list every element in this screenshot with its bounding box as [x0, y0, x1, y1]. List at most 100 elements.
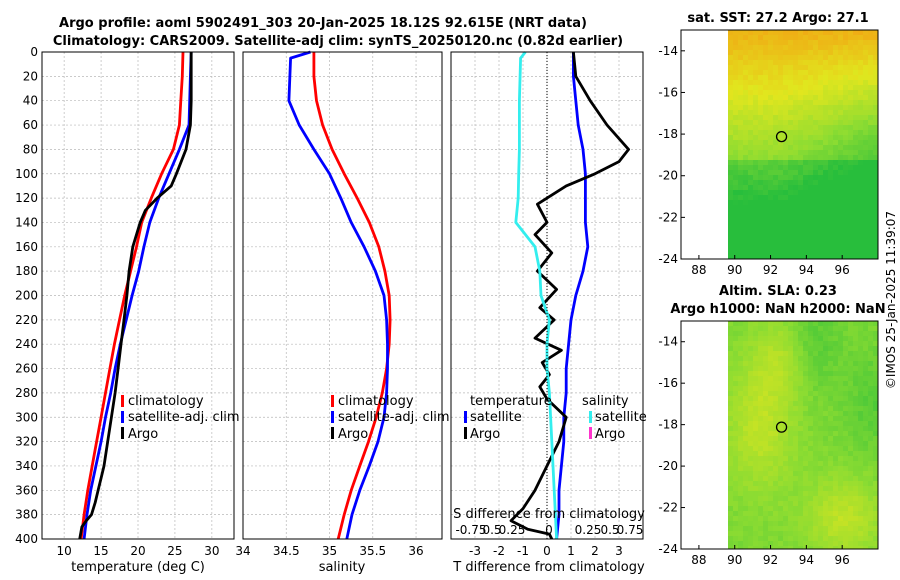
- map-cell: [783, 175, 789, 181]
- map-cell: [823, 361, 829, 367]
- map-cell: [808, 55, 814, 61]
- map-cell: [868, 130, 874, 136]
- map-cell: [848, 245, 854, 251]
- map-cell: [813, 391, 819, 397]
- map-cell: [773, 230, 779, 236]
- map-cell: [818, 431, 824, 437]
- map-cell: [788, 215, 794, 221]
- map-cell: [833, 180, 839, 186]
- temperature-panel: 0204060801001201401601802002202402602803…: [15, 45, 240, 575]
- map-cell: [858, 336, 864, 342]
- map-cell: [808, 491, 814, 497]
- map-cell: [793, 476, 799, 482]
- map-cell: [873, 140, 878, 146]
- map-cell: [748, 391, 754, 397]
- map-cell: [863, 175, 869, 181]
- legend-title-salinity: salinity: [582, 394, 629, 409]
- map-cell: [788, 125, 794, 131]
- map-cell: [793, 376, 799, 382]
- map-cell: [783, 70, 789, 76]
- map-cell: [833, 225, 839, 231]
- map-cell: [733, 105, 739, 111]
- map-cell: [843, 406, 849, 412]
- map-cell: [763, 466, 769, 472]
- map-cell: [748, 95, 754, 101]
- map-cell: [743, 521, 749, 527]
- map-cell: [728, 366, 734, 372]
- map-cell: [858, 526, 864, 532]
- map-cell: [838, 516, 844, 522]
- sla-map-title: Altim. SLA: 0.23: [719, 284, 837, 299]
- map-cell: [758, 476, 764, 482]
- map-cell: [778, 120, 784, 126]
- map-cell: [773, 215, 779, 221]
- map-cell: [858, 220, 864, 226]
- map-cell: [808, 205, 814, 211]
- map-cell: [728, 215, 734, 221]
- map-cell: [748, 200, 754, 206]
- map-cell: [763, 40, 769, 46]
- map-cell: [863, 356, 869, 362]
- map-cell: [783, 371, 789, 377]
- map-cell: [853, 491, 859, 497]
- map-cell: [858, 501, 864, 507]
- map-cell: [798, 75, 804, 81]
- map-cell: [778, 105, 784, 111]
- map-cell: [763, 85, 769, 91]
- map-cell: [833, 406, 839, 412]
- map-cell: [843, 526, 849, 532]
- map-cell: [773, 155, 779, 161]
- map-cell: [738, 496, 744, 502]
- map-cell: [863, 250, 869, 256]
- map-cell: [793, 426, 799, 432]
- map-cell: [728, 341, 734, 347]
- map-cell: [843, 456, 849, 462]
- map-cell: [773, 516, 779, 522]
- map-cell: [803, 386, 809, 392]
- map-cell: [828, 40, 834, 46]
- map-cell: [823, 436, 829, 442]
- map-cell: [848, 366, 854, 372]
- map-cell: [843, 361, 849, 367]
- map-cell: [808, 446, 814, 452]
- map-cell: [828, 90, 834, 96]
- map-cell: [743, 346, 749, 352]
- map-cell: [813, 185, 819, 191]
- map-cell: [853, 55, 859, 61]
- map-cell: [738, 451, 744, 457]
- map-cell: [748, 476, 754, 482]
- map-cell: [743, 80, 749, 86]
- map-cell: [728, 170, 734, 176]
- map-cell: [848, 476, 854, 482]
- map-cell: [873, 456, 878, 462]
- map-cell: [733, 506, 739, 512]
- map-cell: [873, 356, 878, 362]
- map-cell: [858, 386, 864, 392]
- map-cell: [788, 130, 794, 136]
- map-cell: [783, 110, 789, 116]
- map-cell: [763, 541, 769, 547]
- map-cell: [848, 461, 854, 467]
- map-cell: [828, 50, 834, 56]
- map-cell: [748, 245, 754, 251]
- map-cell: [803, 180, 809, 186]
- map-cell: [858, 401, 864, 407]
- map-cell: [743, 486, 749, 492]
- map-cell: [828, 75, 834, 81]
- map-cell: [823, 446, 829, 452]
- map-cell: [768, 230, 774, 236]
- map-cell: [863, 386, 869, 392]
- map-cell: [763, 215, 769, 221]
- map-cell: [768, 130, 774, 136]
- map-cell: [873, 381, 878, 387]
- map-cell: [853, 466, 859, 472]
- map-cell: [733, 481, 739, 487]
- map-cell: [733, 30, 739, 36]
- map-cell: [813, 75, 819, 81]
- map-cell: [853, 426, 859, 432]
- map-cell: [753, 90, 759, 96]
- map-cell: [873, 145, 878, 151]
- map-cell: [793, 135, 799, 141]
- map-cell: [748, 210, 754, 216]
- map-cell: [803, 406, 809, 412]
